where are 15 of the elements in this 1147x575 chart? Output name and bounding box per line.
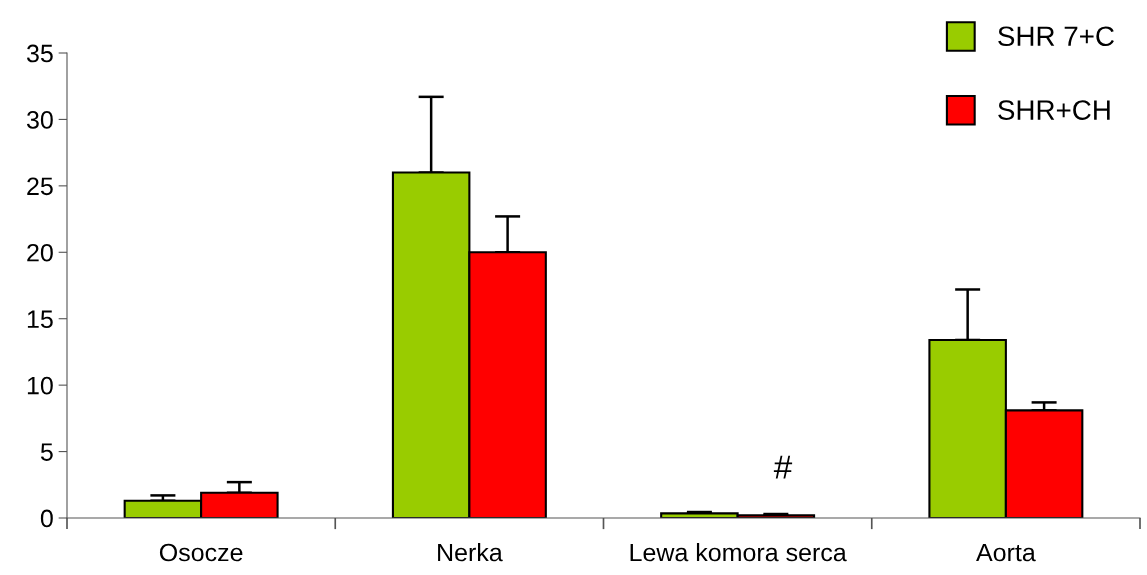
- y-tick-label: 10: [27, 376, 53, 395]
- annotation: #: [773, 455, 793, 479]
- y-tick-label: 15: [27, 310, 53, 329]
- y-tick-label: 0: [40, 509, 53, 528]
- legend-label: SHR 7+C: [998, 26, 1114, 47]
- y-tick-label: 20: [27, 243, 53, 262]
- x-tick-label: Nerka: [438, 543, 503, 562]
- y-tick-label: 30: [26, 111, 53, 129]
- y-tick-label: 35: [26, 44, 53, 63]
- x-tick-label: Lewa komora serca: [630, 543, 847, 562]
- y-tick-label: 5: [40, 443, 53, 461]
- legend-label: SHR+CH: [998, 100, 1110, 120]
- x-tick-label: Osocze: [159, 543, 243, 562]
- y-tick-label: 25: [27, 177, 53, 196]
- x-tick-label: Aorta: [976, 543, 1036, 562]
